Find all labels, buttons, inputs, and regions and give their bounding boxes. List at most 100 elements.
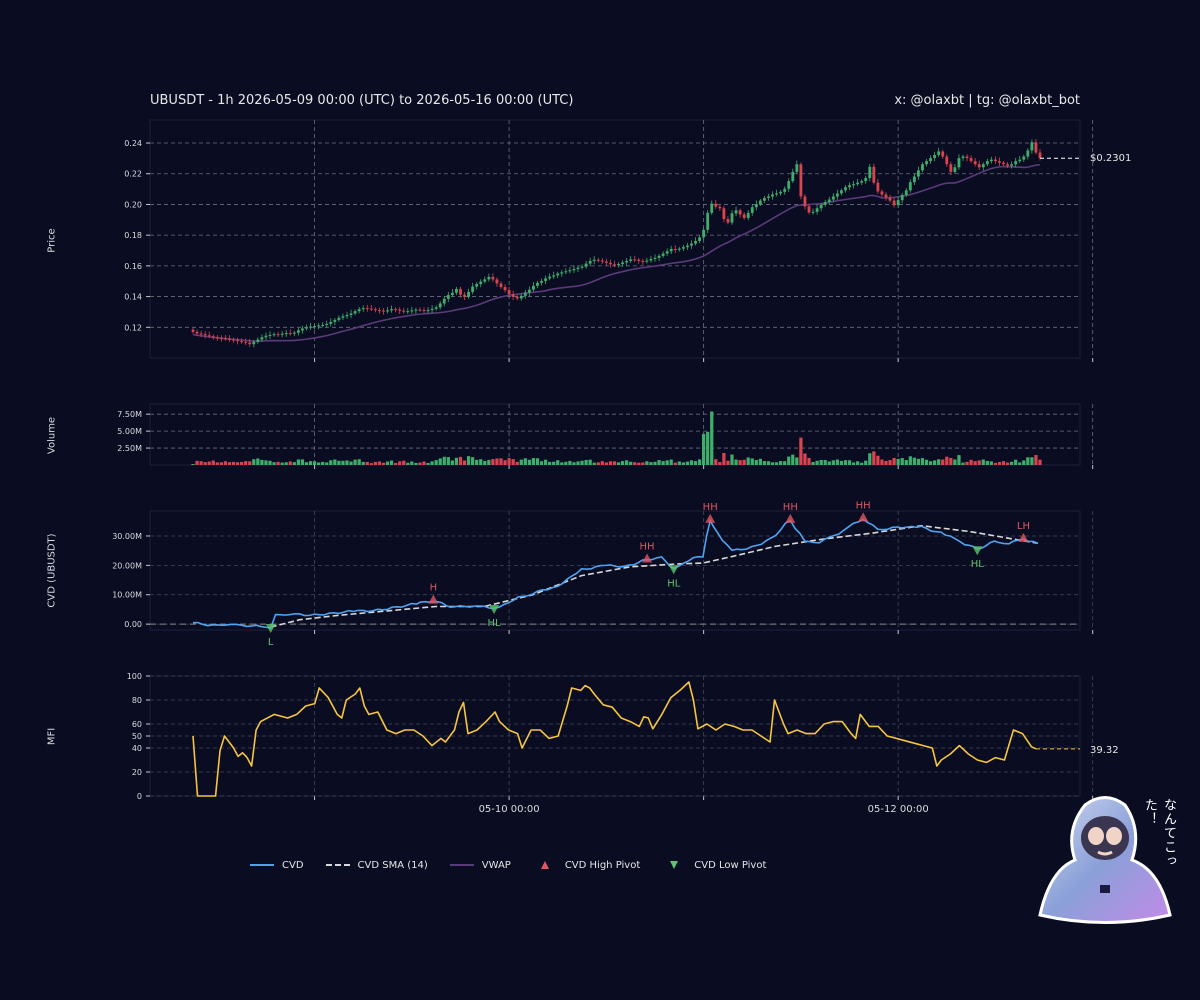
volume-bar	[321, 461, 325, 465]
mfi-tick-label: 80	[132, 696, 142, 705]
volume-bar	[722, 452, 726, 465]
volume-bar	[531, 458, 536, 465]
volume-bar	[750, 458, 754, 465]
candle-body	[1030, 142, 1034, 151]
candle-body	[305, 327, 308, 329]
volume-panel-frame	[149, 403, 1081, 466]
volume-bar	[503, 460, 507, 465]
candle-body	[677, 248, 681, 250]
volume-bar	[949, 457, 953, 465]
volume-bar	[681, 462, 685, 465]
volume-bar	[240, 461, 244, 465]
volume-bar	[1038, 459, 1042, 465]
volume-bar	[993, 462, 998, 465]
candle-body	[994, 159, 997, 162]
volume-bar	[317, 462, 321, 465]
volume-bar	[365, 461, 369, 465]
candle-body	[767, 196, 770, 199]
volume-bar	[851, 462, 856, 465]
volume-bar	[394, 462, 398, 465]
volume-bar	[256, 458, 260, 465]
volume-bar	[908, 456, 912, 465]
candle-body	[795, 164, 799, 172]
candle-body	[491, 276, 495, 280]
volume-bar	[774, 462, 779, 465]
volume-bar	[730, 454, 734, 465]
volume-bar	[864, 460, 868, 465]
candle-body	[333, 319, 337, 322]
candle-body	[908, 182, 912, 191]
volume-bar	[231, 461, 236, 465]
candle-body	[519, 295, 523, 299]
volume-bar	[779, 461, 783, 465]
volume-bar	[345, 460, 349, 465]
volume-bar	[418, 462, 422, 465]
candle-body	[657, 255, 661, 258]
candle-body	[588, 260, 592, 264]
volume-bar	[811, 462, 815, 465]
candle-body	[694, 240, 697, 244]
candle-body	[382, 310, 385, 312]
candle-body	[495, 279, 499, 284]
candle-body	[536, 282, 539, 286]
volume-bar	[576, 461, 580, 465]
volume-axis-label: Volume	[46, 416, 58, 455]
volume-bar	[203, 462, 207, 465]
cvd-high-pivot-marker	[785, 513, 796, 523]
volume-bar	[377, 461, 382, 465]
price-tick-label: 0.20	[124, 200, 142, 209]
volume-bar	[937, 459, 941, 465]
volume-bar	[726, 460, 730, 465]
volume-bar	[1001, 461, 1006, 465]
legend-item-cvd-low-pivot: CVD Low Pivot	[662, 859, 766, 871]
candle-body	[410, 310, 414, 312]
candle-body	[357, 309, 361, 312]
volume-bar	[438, 458, 442, 465]
cvd-high-pivot-marker	[858, 512, 869, 522]
candle-body	[872, 166, 876, 183]
volume-bar	[426, 462, 430, 465]
volume-bar	[754, 460, 758, 465]
volume-bar	[337, 460, 341, 465]
volume-bar	[491, 459, 495, 465]
legend-label: CVD High Pivot	[564, 859, 641, 871]
candle-body	[673, 248, 677, 250]
volume-bar	[969, 459, 973, 465]
volume-bar	[219, 462, 223, 465]
candle-body	[483, 279, 487, 282]
mfi-tick-label: 20	[132, 768, 142, 777]
volume-bar	[507, 458, 511, 465]
candle-body	[787, 181, 791, 189]
candle-body	[917, 170, 920, 177]
candle-body	[884, 194, 888, 198]
volume-bar	[1030, 457, 1034, 465]
volume-bar	[843, 460, 848, 465]
volume-bar	[466, 456, 471, 465]
volume-bar	[495, 458, 499, 465]
candle-body	[763, 198, 766, 201]
candle-body	[669, 248, 673, 252]
volume-bar	[673, 462, 677, 465]
candle-body	[900, 194, 904, 201]
volume-bar	[353, 459, 357, 465]
candle-body	[430, 308, 434, 311]
candle-body	[450, 292, 454, 296]
volume-bar	[535, 458, 540, 465]
candle-body	[369, 308, 373, 310]
volume-bar	[434, 460, 438, 465]
candle-body	[438, 303, 442, 308]
volume-bar	[868, 453, 872, 465]
volume-bar	[1026, 457, 1030, 465]
candle-body	[921, 164, 924, 171]
volume-bar	[616, 462, 621, 465]
candle-body	[434, 307, 438, 309]
volume-bar	[268, 460, 272, 465]
candle-body	[292, 332, 296, 334]
volume-bar	[341, 460, 345, 465]
volume-bar	[604, 462, 608, 465]
volume-bar	[264, 460, 268, 465]
candle-body	[1038, 152, 1042, 159]
volume-bar	[645, 461, 649, 465]
chart-credit: x: @olaxbt | tg: @olaxbt_bot	[894, 93, 1080, 108]
volume-bar	[941, 459, 945, 465]
